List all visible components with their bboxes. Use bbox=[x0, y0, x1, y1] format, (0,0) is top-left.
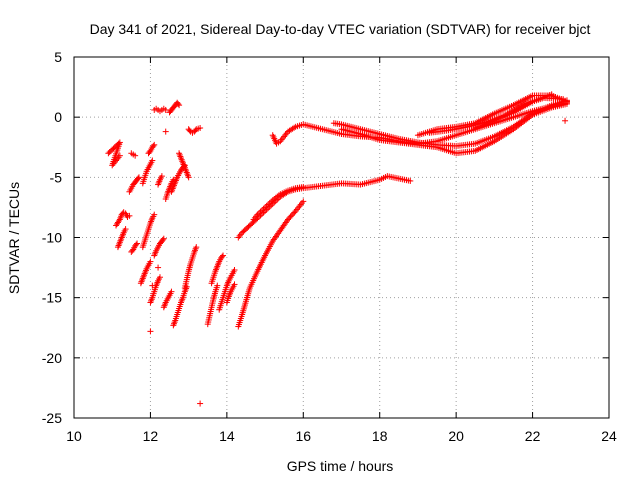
y-tick-label: -5 bbox=[50, 169, 63, 185]
data-point bbox=[231, 281, 238, 288]
data-point bbox=[168, 288, 175, 295]
data-point bbox=[548, 91, 555, 98]
data-point bbox=[220, 252, 227, 259]
data-point bbox=[156, 274, 163, 281]
y-tick-label: 0 bbox=[54, 109, 62, 125]
data-point bbox=[135, 174, 142, 181]
data-point bbox=[122, 226, 129, 233]
data-point bbox=[287, 213, 294, 220]
data-point bbox=[291, 209, 298, 216]
data-point bbox=[158, 173, 165, 180]
data-point bbox=[560, 96, 567, 103]
y-tick-label: -15 bbox=[42, 290, 62, 306]
data-point bbox=[176, 102, 183, 109]
data-point bbox=[300, 198, 307, 205]
data-point bbox=[185, 174, 192, 181]
data-point bbox=[151, 141, 158, 148]
x-tick-label: 12 bbox=[143, 428, 159, 444]
y-axis-label: SDTVAR / TECUs bbox=[6, 182, 22, 294]
data-point bbox=[116, 152, 123, 159]
x-tick-label: 10 bbox=[66, 428, 82, 444]
data-point bbox=[149, 157, 156, 164]
x-axis-label: GPS time / hours bbox=[287, 458, 394, 474]
data-point bbox=[151, 211, 158, 218]
data-point bbox=[147, 328, 154, 335]
data-point bbox=[132, 152, 139, 159]
data-point bbox=[129, 247, 136, 254]
data-point bbox=[407, 177, 414, 184]
axis-ticks: 10 12 14 16 18 20 22 24 5 0 -5 -10 -15 -20 -25 bbox=[42, 49, 617, 444]
data-point bbox=[150, 143, 157, 150]
data-point bbox=[135, 175, 142, 182]
y-tick-label: -20 bbox=[42, 350, 62, 366]
data-point bbox=[162, 128, 169, 135]
data-point bbox=[155, 264, 162, 271]
y-tick-label: 5 bbox=[54, 49, 62, 65]
data-point bbox=[193, 244, 200, 251]
x-tick-label: 18 bbox=[372, 428, 388, 444]
x-tick-label: 22 bbox=[525, 428, 541, 444]
data-point bbox=[162, 106, 169, 113]
data-points bbox=[105, 91, 570, 407]
data-point bbox=[160, 235, 167, 242]
data-point bbox=[219, 253, 226, 260]
data-point bbox=[147, 258, 154, 265]
data-point bbox=[231, 266, 238, 273]
data-point bbox=[197, 400, 204, 407]
data-point bbox=[149, 282, 156, 289]
data-point bbox=[126, 212, 133, 219]
data-point bbox=[175, 100, 182, 107]
data-point bbox=[562, 117, 569, 124]
data-point bbox=[563, 98, 570, 105]
data-point bbox=[285, 216, 291, 223]
data-point bbox=[288, 212, 295, 219]
chart-title: Day 341 of 2021, Sidereal Day-to-day VTE… bbox=[90, 21, 591, 37]
x-tick-label: 24 bbox=[601, 428, 617, 444]
data-point bbox=[300, 183, 307, 190]
data-point bbox=[146, 149, 153, 156]
y-tick-label: -25 bbox=[42, 410, 62, 426]
y-tick-label: -10 bbox=[42, 230, 62, 246]
data-point bbox=[286, 215, 293, 222]
data-point bbox=[133, 241, 140, 248]
data-point bbox=[159, 236, 166, 243]
x-tick-label: 16 bbox=[295, 428, 311, 444]
data-point bbox=[214, 282, 221, 289]
x-tick-label: 20 bbox=[448, 428, 464, 444]
x-tick-label: 14 bbox=[219, 428, 235, 444]
data-point bbox=[197, 124, 204, 131]
data-point bbox=[134, 240, 141, 247]
data-point bbox=[290, 210, 297, 217]
